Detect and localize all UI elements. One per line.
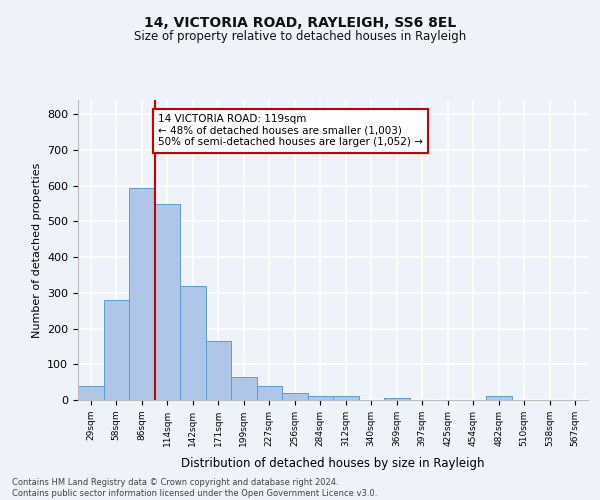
Text: 14, VICTORIA ROAD, RAYLEIGH, SS6 8EL: 14, VICTORIA ROAD, RAYLEIGH, SS6 8EL xyxy=(144,16,456,30)
X-axis label: Distribution of detached houses by size in Rayleigh: Distribution of detached houses by size … xyxy=(181,457,485,470)
Bar xyxy=(78,386,104,400)
Bar xyxy=(180,286,205,400)
Bar xyxy=(384,398,409,400)
Text: Contains HM Land Registry data © Crown copyright and database right 2024.
Contai: Contains HM Land Registry data © Crown c… xyxy=(12,478,377,498)
Bar xyxy=(205,341,231,400)
Text: Size of property relative to detached houses in Rayleigh: Size of property relative to detached ho… xyxy=(134,30,466,43)
Bar xyxy=(333,396,359,400)
Bar xyxy=(282,393,308,400)
Bar xyxy=(104,300,129,400)
Bar xyxy=(308,396,333,400)
Y-axis label: Number of detached properties: Number of detached properties xyxy=(32,162,41,338)
Bar xyxy=(129,188,155,400)
Bar xyxy=(231,377,257,400)
Bar xyxy=(486,396,511,400)
Bar xyxy=(257,386,282,400)
Bar xyxy=(155,204,180,400)
Text: 14 VICTORIA ROAD: 119sqm
← 48% of detached houses are smaller (1,003)
50% of sem: 14 VICTORIA ROAD: 119sqm ← 48% of detach… xyxy=(158,114,423,148)
